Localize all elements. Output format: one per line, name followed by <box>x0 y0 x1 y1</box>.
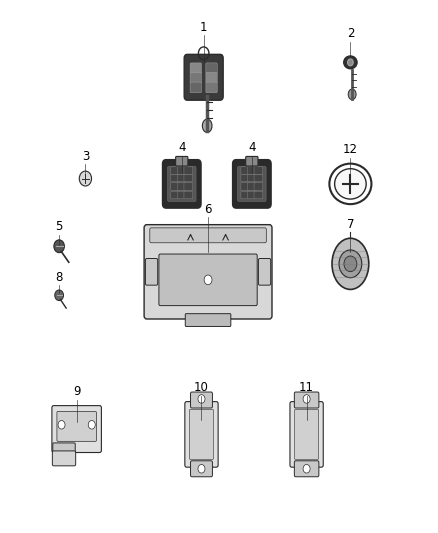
FancyBboxPatch shape <box>206 63 217 74</box>
FancyBboxPatch shape <box>241 174 250 182</box>
FancyBboxPatch shape <box>159 254 257 305</box>
Text: 11: 11 <box>299 382 314 394</box>
Circle shape <box>339 250 362 278</box>
Circle shape <box>348 59 353 66</box>
Circle shape <box>198 394 205 403</box>
FancyBboxPatch shape <box>206 72 217 83</box>
Ellipse shape <box>344 56 357 69</box>
Ellipse shape <box>335 168 366 199</box>
FancyBboxPatch shape <box>171 174 180 182</box>
FancyBboxPatch shape <box>189 409 214 459</box>
FancyBboxPatch shape <box>177 183 186 190</box>
Text: 9: 9 <box>73 385 81 398</box>
FancyBboxPatch shape <box>52 406 101 453</box>
FancyBboxPatch shape <box>53 443 75 454</box>
Text: 7: 7 <box>346 218 354 231</box>
FancyBboxPatch shape <box>190 63 201 74</box>
Circle shape <box>79 171 92 186</box>
Text: 2: 2 <box>346 27 354 40</box>
Text: 12: 12 <box>343 143 358 156</box>
FancyBboxPatch shape <box>247 183 256 190</box>
FancyBboxPatch shape <box>254 167 263 174</box>
FancyBboxPatch shape <box>294 409 319 459</box>
FancyBboxPatch shape <box>191 461 212 477</box>
Text: 5: 5 <box>56 221 63 233</box>
FancyBboxPatch shape <box>177 174 186 182</box>
FancyBboxPatch shape <box>247 191 256 199</box>
FancyBboxPatch shape <box>258 259 271 285</box>
Circle shape <box>55 290 64 301</box>
FancyBboxPatch shape <box>206 82 217 93</box>
Text: 4: 4 <box>178 141 186 154</box>
Ellipse shape <box>348 89 356 100</box>
FancyBboxPatch shape <box>241 183 250 190</box>
FancyBboxPatch shape <box>190 72 201 83</box>
FancyBboxPatch shape <box>144 225 272 319</box>
FancyBboxPatch shape <box>184 174 193 182</box>
FancyBboxPatch shape <box>177 167 186 174</box>
Ellipse shape <box>329 164 371 204</box>
Circle shape <box>58 421 65 429</box>
FancyBboxPatch shape <box>184 183 193 190</box>
FancyBboxPatch shape <box>254 191 263 199</box>
Circle shape <box>54 240 64 253</box>
Text: 10: 10 <box>194 382 209 394</box>
FancyBboxPatch shape <box>190 82 201 93</box>
FancyBboxPatch shape <box>184 191 193 199</box>
FancyBboxPatch shape <box>241 167 250 174</box>
FancyBboxPatch shape <box>176 157 188 166</box>
Text: 6: 6 <box>204 203 212 216</box>
FancyBboxPatch shape <box>247 167 256 174</box>
FancyBboxPatch shape <box>185 402 218 467</box>
FancyBboxPatch shape <box>145 259 158 285</box>
FancyBboxPatch shape <box>171 167 180 174</box>
FancyBboxPatch shape <box>246 157 258 166</box>
Circle shape <box>344 256 357 272</box>
FancyBboxPatch shape <box>167 166 196 201</box>
Text: 4: 4 <box>248 141 256 154</box>
Circle shape <box>198 464 205 473</box>
FancyBboxPatch shape <box>294 461 319 477</box>
FancyBboxPatch shape <box>53 451 76 466</box>
FancyBboxPatch shape <box>184 167 193 174</box>
FancyBboxPatch shape <box>191 392 212 408</box>
FancyBboxPatch shape <box>290 402 323 467</box>
FancyBboxPatch shape <box>162 160 201 208</box>
Ellipse shape <box>332 238 369 289</box>
FancyBboxPatch shape <box>177 191 186 199</box>
Text: 1: 1 <box>200 21 208 34</box>
Circle shape <box>204 275 212 285</box>
FancyBboxPatch shape <box>171 191 180 199</box>
FancyBboxPatch shape <box>184 54 223 100</box>
Circle shape <box>303 394 310 403</box>
FancyBboxPatch shape <box>171 183 180 190</box>
Circle shape <box>88 421 95 429</box>
FancyBboxPatch shape <box>241 191 250 199</box>
FancyBboxPatch shape <box>57 411 96 441</box>
FancyBboxPatch shape <box>254 174 263 182</box>
FancyBboxPatch shape <box>233 160 271 208</box>
Text: 8: 8 <box>56 271 63 284</box>
FancyBboxPatch shape <box>150 228 266 243</box>
FancyBboxPatch shape <box>247 174 256 182</box>
Text: 3: 3 <box>82 150 89 163</box>
Circle shape <box>303 464 310 473</box>
FancyBboxPatch shape <box>237 166 266 201</box>
FancyBboxPatch shape <box>185 313 231 326</box>
Ellipse shape <box>202 119 212 133</box>
FancyBboxPatch shape <box>254 183 263 190</box>
FancyBboxPatch shape <box>294 392 319 408</box>
